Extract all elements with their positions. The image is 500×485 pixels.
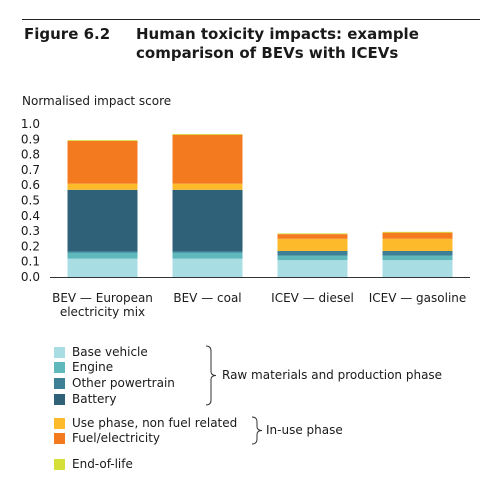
y-tick-label: 1.0 xyxy=(21,117,40,131)
legend-label: End-of-life xyxy=(72,457,133,471)
legend-swatch xyxy=(54,393,65,405)
x-tick-label: BEV — European xyxy=(52,291,153,305)
bar-segment xyxy=(67,189,138,251)
legend-swatch xyxy=(54,417,65,429)
x-tick-label: BEV — coal xyxy=(173,291,241,305)
x-tick-label: electricity mix xyxy=(60,305,145,319)
top-rule xyxy=(22,19,480,20)
legend-swatch xyxy=(54,432,65,444)
legend-item: Base vehicle xyxy=(54,345,148,359)
bar-segment xyxy=(67,252,138,259)
legend-group-brace xyxy=(205,345,217,406)
legend-item: Use phase, non fuel related xyxy=(54,416,237,430)
legend-swatch xyxy=(54,377,65,389)
bar-segment xyxy=(382,231,453,233)
legend-label: Fuel/electricity xyxy=(72,431,161,445)
figure-title: Human toxicity impacts: example comparis… xyxy=(136,25,419,62)
bar-segment xyxy=(172,250,243,253)
y-tick-label: 0.4 xyxy=(21,209,40,223)
figure-number: Figure 6.2 xyxy=(24,25,111,43)
bar-segment xyxy=(67,140,138,184)
bar-segment xyxy=(277,255,348,261)
legend-label: Base vehicle xyxy=(72,345,148,359)
y-axis-title: Normalised impact score xyxy=(22,94,172,108)
legend-label: Battery xyxy=(72,392,117,406)
y-tick-label: 0.0 xyxy=(21,270,40,284)
x-tick-label: ICEV — gasoline xyxy=(369,291,467,305)
y-tick-label: 0.9 xyxy=(21,132,40,146)
bar-segment xyxy=(67,258,138,277)
bar-segment xyxy=(67,183,138,190)
legend-swatch xyxy=(54,361,65,373)
bar-segment xyxy=(382,260,453,277)
y-tick-label: 0.5 xyxy=(21,194,40,208)
bar-segment xyxy=(172,189,243,251)
legend-group-label: In-use phase xyxy=(266,422,343,437)
stacked-bar-chart: 0.00.1 0.20.30.40.5 0.60.70.8 0.91.0 BEV — E… xyxy=(21,117,470,319)
bar-segment xyxy=(382,255,453,261)
bar-segment xyxy=(67,250,138,253)
bar-segment xyxy=(277,260,348,277)
legend-label: Other powertrain xyxy=(72,376,175,390)
y-tick-label: 0.6 xyxy=(21,178,40,192)
y-tick-label: 0.3 xyxy=(21,224,40,238)
legend-swatch xyxy=(54,346,65,358)
bar-segment xyxy=(277,233,348,235)
legend-item: Fuel/electricity xyxy=(54,431,160,445)
y-tick-label: 0.1 xyxy=(21,255,40,269)
legend-swatch xyxy=(54,458,65,470)
bar-segment xyxy=(277,250,348,256)
legend-label: Use phase, non fuel related xyxy=(72,416,238,430)
legend-group-brace xyxy=(251,416,263,445)
x-tick-label: ICEV — diesel xyxy=(271,291,354,305)
legend-label: Engine xyxy=(72,360,114,374)
y-tick-label: 0.2 xyxy=(21,239,40,253)
legend-item: Battery xyxy=(54,392,116,406)
bar-segment xyxy=(277,234,348,239)
bar-segment xyxy=(277,238,348,251)
bar-segment xyxy=(172,252,243,259)
bar-segment xyxy=(172,183,243,190)
legend-item: End-of-life xyxy=(54,457,133,471)
bar-segment xyxy=(382,238,453,251)
bar-segment xyxy=(172,133,243,135)
bar-segment xyxy=(382,250,453,256)
legend-group-label: Raw materials and production phase xyxy=(222,367,443,382)
legend-item: Engine xyxy=(54,360,113,374)
y-tick-label: 0.7 xyxy=(21,163,40,177)
legend-item: Other powertrain xyxy=(54,376,175,390)
bar-segment xyxy=(67,140,138,141)
bar-segment xyxy=(172,134,243,184)
y-tick-label: 0.8 xyxy=(21,148,40,162)
bar-segment xyxy=(172,258,243,277)
bar-segment xyxy=(382,232,453,239)
